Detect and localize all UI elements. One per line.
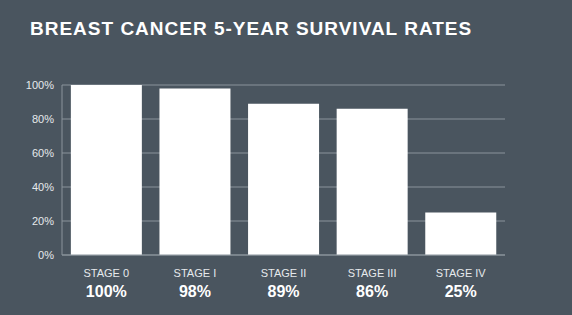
svg-text:STAGE II: STAGE II (261, 267, 307, 279)
svg-text:20%: 20% (32, 215, 54, 227)
svg-text:60%: 60% (32, 147, 54, 159)
svg-text:100%: 100% (26, 79, 54, 91)
svg-text:STAGE IV: STAGE IV (436, 267, 487, 279)
svg-text:89%: 89% (267, 283, 299, 300)
svg-text:STAGE 0: STAGE 0 (83, 267, 129, 279)
svg-text:98%: 98% (179, 283, 211, 300)
svg-text:80%: 80% (32, 113, 54, 125)
svg-text:25%: 25% (445, 283, 477, 300)
svg-text:STAGE III: STAGE III (348, 267, 397, 279)
svg-text:40%: 40% (32, 181, 54, 193)
svg-text:100%: 100% (86, 283, 127, 300)
svg-text:STAGE I: STAGE I (174, 267, 217, 279)
svg-text:86%: 86% (356, 283, 388, 300)
html-text:BREAST CANCER 5-YEAR SURVIVAL: BREAST CANCER 5-YEAR SURVIVAL RATES (30, 18, 473, 39)
svg-text:0%: 0% (38, 249, 54, 261)
